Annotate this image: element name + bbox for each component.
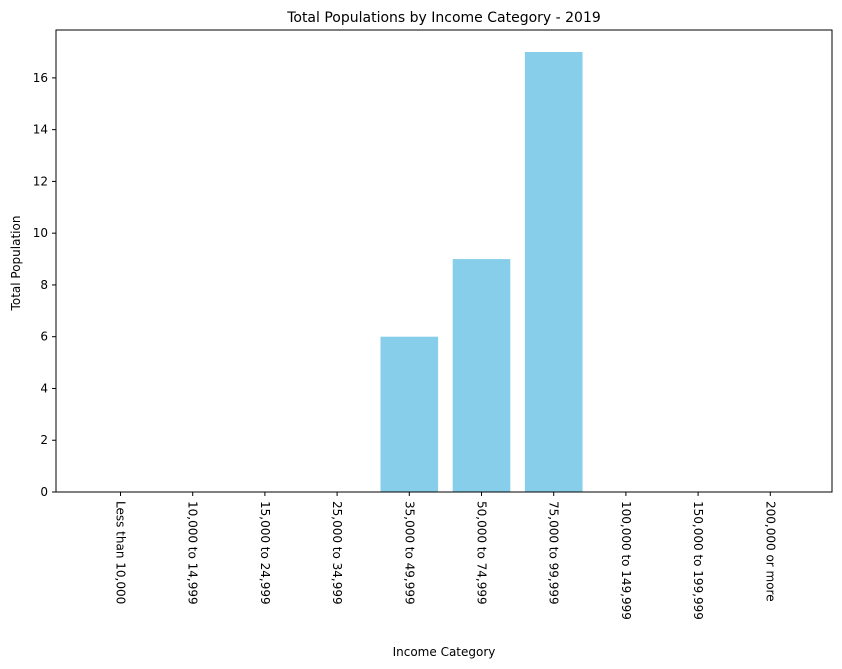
x-tick-label: 15,000 to 24,999: [258, 501, 272, 605]
y-tick-label: 0: [40, 485, 48, 499]
y-tick-label: 14: [33, 123, 48, 137]
y-axis-label: Total Population: [9, 216, 23, 312]
y-tick-label: 10: [33, 226, 48, 240]
x-tick-label: 75,000 to 99,999: [547, 501, 561, 605]
x-tick-label: 150,000 to 199,999: [691, 501, 705, 620]
y-tick-label: 4: [40, 381, 48, 395]
x-tick-label: 100,000 to 149,999: [619, 501, 633, 620]
x-tick-label: 25,000 to 34,999: [330, 501, 344, 605]
x-tick-label: 10,000 to 14,999: [186, 501, 200, 605]
y-tick-label: 2: [40, 433, 48, 447]
y-tick-label: 12: [33, 174, 48, 188]
y-tick-label: 16: [33, 71, 48, 85]
x-tick-label: 200,000 or more: [763, 501, 777, 602]
bar-6: [452, 259, 511, 492]
x-axis-label: Income Category: [393, 645, 496, 659]
plot-frame: [55, 29, 833, 493]
y-tick-label: 6: [40, 330, 48, 344]
x-tick-label: 50,000 to 74,999: [475, 501, 489, 605]
chart-title: Total Populations by Income Category - 2…: [286, 10, 601, 26]
y-tick-label: 8: [40, 278, 48, 292]
bar-7: [524, 52, 583, 492]
bar-5: [380, 336, 439, 492]
x-tick-label: Less than 10,000: [114, 501, 128, 604]
x-tick-label: 35,000 to 49,999: [402, 501, 416, 605]
